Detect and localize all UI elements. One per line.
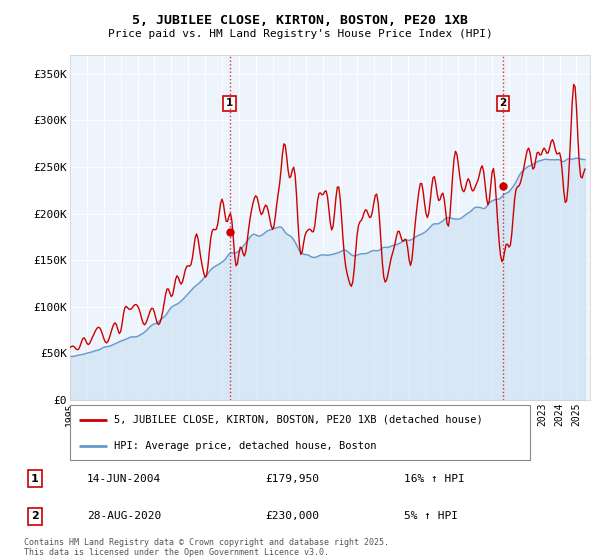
Text: 28-AUG-2020: 28-AUG-2020 (87, 511, 161, 521)
Text: 5, JUBILEE CLOSE, KIRTON, BOSTON, PE20 1XB (detached house): 5, JUBILEE CLOSE, KIRTON, BOSTON, PE20 1… (114, 415, 482, 425)
Text: 2: 2 (31, 511, 39, 521)
Text: HPI: Average price, detached house, Boston: HPI: Average price, detached house, Bost… (114, 441, 376, 451)
Text: 14-JUN-2004: 14-JUN-2004 (87, 474, 161, 484)
Text: £179,950: £179,950 (265, 474, 319, 484)
Text: 16% ↑ HPI: 16% ↑ HPI (404, 474, 464, 484)
Text: 1: 1 (31, 474, 39, 484)
Text: Price paid vs. HM Land Registry's House Price Index (HPI): Price paid vs. HM Land Registry's House … (107, 29, 493, 39)
Text: 2: 2 (499, 99, 506, 109)
FancyBboxPatch shape (70, 405, 530, 460)
Text: Contains HM Land Registry data © Crown copyright and database right 2025.
This d: Contains HM Land Registry data © Crown c… (24, 538, 389, 557)
Text: 5, JUBILEE CLOSE, KIRTON, BOSTON, PE20 1XB: 5, JUBILEE CLOSE, KIRTON, BOSTON, PE20 1… (132, 14, 468, 27)
Text: 5% ↑ HPI: 5% ↑ HPI (404, 511, 458, 521)
Text: 1: 1 (226, 99, 233, 109)
Text: £230,000: £230,000 (265, 511, 319, 521)
